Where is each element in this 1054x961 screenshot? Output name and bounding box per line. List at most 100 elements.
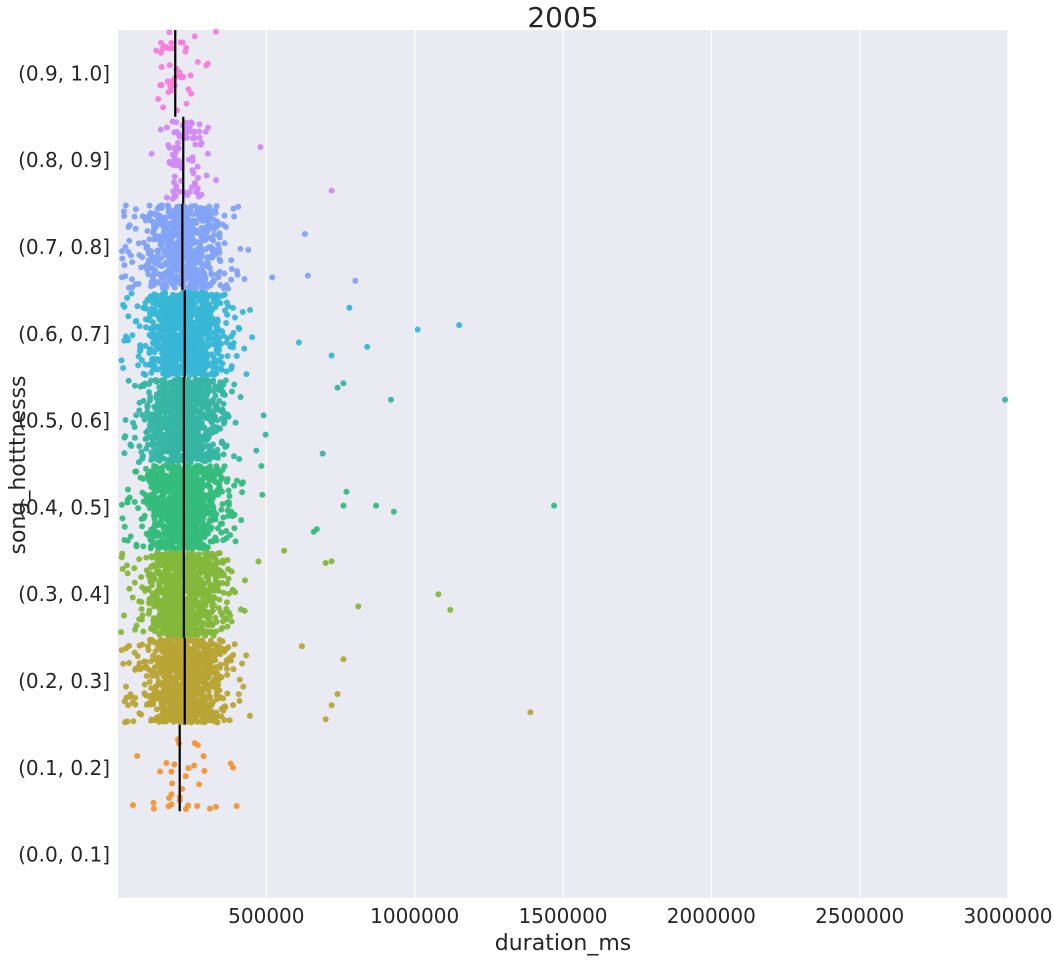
data-point <box>152 260 158 266</box>
data-point <box>258 463 264 469</box>
data-point <box>150 280 156 286</box>
data-point <box>195 164 201 170</box>
data-point <box>215 222 221 228</box>
data-point <box>218 366 224 372</box>
data-point <box>206 244 212 250</box>
data-point <box>136 281 142 287</box>
data-point <box>202 414 208 420</box>
data-point <box>163 262 169 268</box>
data-point <box>152 516 158 522</box>
data-point <box>158 450 164 456</box>
data-point <box>206 614 212 620</box>
data-point <box>212 453 218 459</box>
data-point <box>234 268 240 274</box>
data-point <box>242 577 248 583</box>
data-point <box>169 471 175 477</box>
data-point <box>159 301 165 307</box>
data-point <box>118 629 124 635</box>
data-point <box>200 524 206 530</box>
data-point <box>119 274 125 280</box>
data-point <box>174 446 180 452</box>
data-point <box>149 553 155 559</box>
data-point <box>233 420 239 426</box>
data-point <box>151 500 157 506</box>
data-point <box>196 401 202 407</box>
data-point <box>192 135 198 141</box>
data-point <box>123 203 129 209</box>
data-point <box>214 417 220 423</box>
data-point <box>171 494 177 500</box>
data-point <box>174 407 180 413</box>
data-point <box>132 435 138 441</box>
data-point <box>133 543 139 549</box>
data-point <box>174 294 180 300</box>
data-point <box>173 183 179 189</box>
data-point <box>161 231 167 237</box>
data-point <box>142 417 148 423</box>
data-point <box>188 319 194 325</box>
data-point <box>176 158 182 164</box>
data-point <box>164 224 170 230</box>
data-point <box>151 485 157 491</box>
data-point <box>142 372 148 378</box>
data-point <box>170 349 176 355</box>
data-point <box>340 380 346 386</box>
data-point <box>129 259 135 265</box>
data-point <box>154 440 160 446</box>
data-point <box>234 353 240 359</box>
data-point <box>158 127 164 133</box>
data-point <box>189 368 195 374</box>
data-point <box>171 609 177 615</box>
data-point <box>222 240 228 246</box>
data-point <box>192 470 198 476</box>
data-point <box>145 402 151 408</box>
data-point <box>220 333 226 339</box>
data-point <box>146 474 152 480</box>
data-point <box>217 568 223 574</box>
data-point <box>120 365 126 371</box>
data-point <box>213 511 219 517</box>
data-point <box>156 216 162 222</box>
data-point <box>143 555 149 561</box>
data-point <box>189 631 195 637</box>
data-point <box>207 517 213 523</box>
data-point <box>193 358 199 364</box>
data-point <box>456 322 462 328</box>
data-point <box>153 294 159 300</box>
data-point <box>232 315 238 321</box>
data-point <box>167 62 173 68</box>
data-point <box>128 533 134 539</box>
data-point <box>159 64 165 70</box>
data-point <box>152 267 158 273</box>
data-point <box>177 482 183 488</box>
data-point <box>132 499 138 505</box>
data-point <box>143 362 149 368</box>
data-point <box>224 608 230 614</box>
data-point <box>168 364 174 370</box>
data-point <box>188 91 194 97</box>
data-point <box>185 537 191 543</box>
data-point <box>221 401 227 407</box>
data-point <box>166 424 172 430</box>
data-point <box>158 494 164 500</box>
data-point <box>166 29 172 35</box>
data-point <box>142 305 148 311</box>
data-point <box>229 569 235 575</box>
data-point <box>120 515 126 521</box>
data-point <box>174 552 180 558</box>
data-point <box>122 524 128 530</box>
data-point <box>163 573 169 579</box>
data-point <box>125 313 131 319</box>
data-point <box>133 206 139 212</box>
data-point <box>169 396 175 402</box>
data-point <box>175 523 181 529</box>
data-point <box>185 464 191 470</box>
data-point <box>148 571 154 577</box>
data-point <box>373 503 379 509</box>
data-point <box>323 560 329 566</box>
data-point <box>189 455 195 461</box>
data-point <box>153 434 159 440</box>
data-point <box>211 494 217 500</box>
data-point <box>190 129 196 135</box>
data-point <box>202 436 208 442</box>
